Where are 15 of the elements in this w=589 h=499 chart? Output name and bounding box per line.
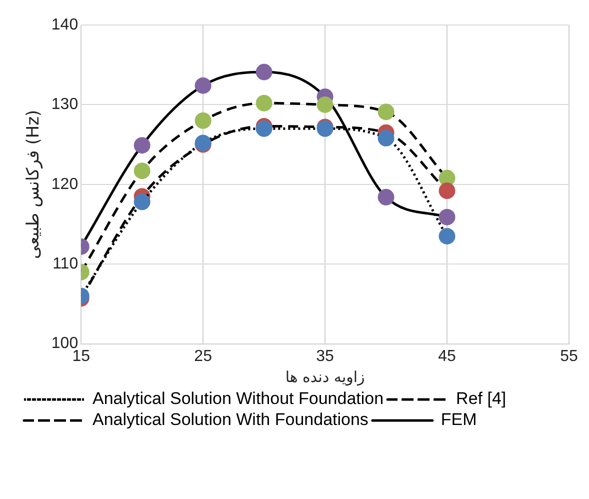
x-tick-label: 55 (560, 348, 578, 365)
y-tick-label: 140 (51, 16, 78, 34)
x-tick-label: 25 (194, 348, 212, 365)
legend-label: Ref [4] (456, 389, 506, 408)
y-tick-label: 130 (51, 96, 78, 114)
y-tick-label: 120 (51, 176, 78, 193)
x-axis-title: زاویه دنده ها (285, 368, 365, 386)
legend-label: Analytical Solution Without Foundation (92, 389, 384, 408)
y-axis-title: فرکانس طبیعی (Hz) (24, 110, 44, 259)
x-tick-label: 35 (316, 348, 334, 365)
legend-label: Analytical Solution With Foundations (92, 410, 368, 430)
x-tick-label: 45 (438, 348, 456, 365)
legend-label: FEM (440, 410, 477, 430)
x-tick-label: 15 (72, 348, 90, 365)
y-tick-label: 110 (52, 256, 78, 273)
